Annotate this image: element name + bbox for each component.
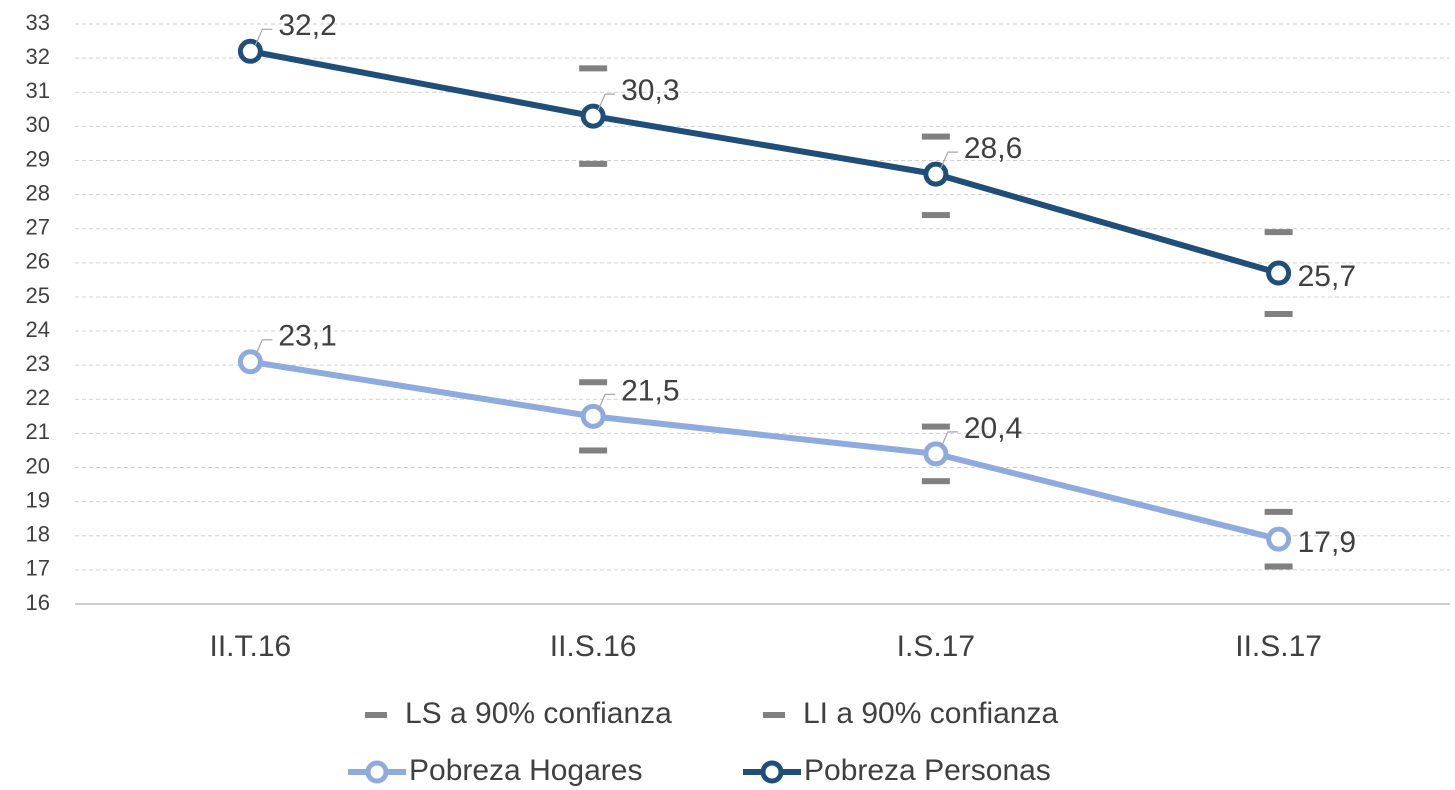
confidence-dash <box>579 160 608 167</box>
y-tick-label: 28 <box>26 180 50 205</box>
legend-label: LI a 90% confianza <box>803 697 1058 730</box>
legend-label: Pobreza Hogares <box>409 754 642 787</box>
y-tick-label: 31 <box>26 78 50 103</box>
data-label: 21,5 <box>621 374 679 407</box>
y-tick-label: 32 <box>26 44 50 69</box>
x-tick-label: II.S.16 <box>550 630 637 663</box>
y-tick-label: 22 <box>26 385 50 410</box>
data-label: 30,3 <box>621 74 679 107</box>
legend-marker <box>365 760 389 784</box>
point-marker <box>580 403 606 429</box>
y-tick-label: 27 <box>26 215 50 240</box>
point-marker <box>237 349 263 375</box>
data-label: 17,9 <box>1298 526 1356 559</box>
point-marker <box>923 161 949 187</box>
label-leader <box>597 93 616 111</box>
label-leader <box>597 393 616 411</box>
point-marker <box>1266 526 1292 552</box>
y-tick-label: 30 <box>26 112 50 137</box>
confidence-dash <box>1264 508 1293 515</box>
point-marker <box>237 38 263 64</box>
data-label: 20,4 <box>964 412 1022 445</box>
confidence-dash <box>579 65 608 72</box>
data-label: 32,2 <box>278 9 336 42</box>
label-leader <box>254 339 273 357</box>
legend-marker <box>365 712 387 718</box>
x-tick-label: II.S.17 <box>1235 630 1322 663</box>
legend-label: LS a 90% confianza <box>405 697 672 730</box>
confidence-dash <box>579 379 608 386</box>
data-label: 28,6 <box>964 132 1022 165</box>
y-tick-label: 26 <box>26 249 50 274</box>
confidence-dash <box>1264 563 1293 570</box>
y-tick-label: 20 <box>26 453 50 478</box>
y-tick-label: 25 <box>26 283 50 308</box>
legend-marker <box>763 712 785 718</box>
confidence-dash <box>1264 229 1293 236</box>
y-tick-label: 33 <box>26 10 50 35</box>
legend-marker <box>760 760 784 784</box>
x-tick-label: II.T.16 <box>210 630 292 663</box>
y-tick-label: 24 <box>26 317 50 342</box>
series-line <box>249 48 1280 276</box>
x-tick-label: I.S.17 <box>897 630 975 663</box>
legend-label: Pobreza Personas <box>804 754 1051 787</box>
confidence-dash <box>579 447 608 454</box>
confidence-dash <box>921 212 950 219</box>
y-tick-label: 16 <box>26 590 50 615</box>
y-tick-label: 23 <box>26 351 50 376</box>
point-marker <box>1266 260 1292 286</box>
point-marker <box>580 103 606 129</box>
series-line <box>249 358 1280 543</box>
confidence-dash <box>921 423 950 430</box>
data-label: 23,1 <box>278 320 336 353</box>
label-leader <box>940 151 958 169</box>
data-label: 25,7 <box>1298 260 1356 293</box>
point-marker <box>923 441 949 467</box>
y-tick-label: 21 <box>26 419 50 444</box>
y-tick-label: 29 <box>26 146 50 171</box>
confidence-dash <box>921 478 950 485</box>
y-tick-label: 18 <box>26 522 50 547</box>
y-tick-label: 19 <box>26 487 50 512</box>
label-leader <box>940 431 958 449</box>
y-tick-label: 17 <box>26 556 50 581</box>
confidence-dash <box>921 133 950 140</box>
confidence-dash <box>1264 311 1293 317</box>
label-leader <box>254 28 273 46</box>
